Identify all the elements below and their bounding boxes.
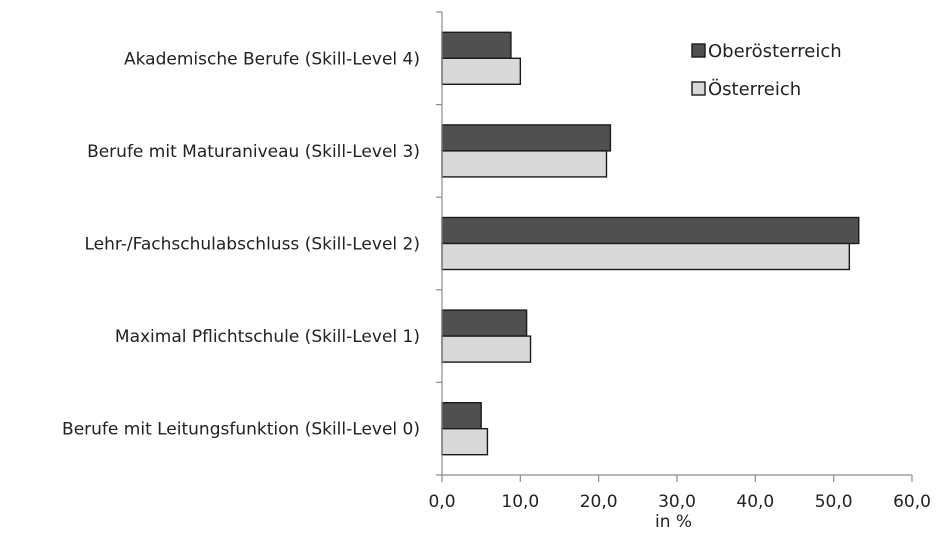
x-tick-label: 40,0 bbox=[736, 492, 774, 512]
labels-layer: Akademische Berufe (Skill-Level 4) Berufe… bbox=[62, 49, 931, 532]
axis-layer bbox=[436, 11, 913, 482]
legend-label: Österreich bbox=[708, 78, 801, 100]
bars-layer bbox=[441, 31, 860, 456]
bar-oesterreich-0 bbox=[441, 57, 522, 85]
x-tick-label: 60,0 bbox=[893, 492, 931, 512]
x-tick-label: 10,0 bbox=[501, 492, 539, 512]
bar-oesterreich-3 bbox=[441, 335, 532, 363]
category-label: Lehr-/Fachschulabschluss (Skill-Level 2) bbox=[84, 235, 420, 255]
bar-oesterreich-4 bbox=[441, 428, 489, 456]
bar-oesterreich-1 bbox=[441, 150, 608, 178]
legend: Oberösterreich Österreich bbox=[691, 41, 842, 100]
x-tick-label: 0,0 bbox=[428, 492, 455, 512]
bar-oberoesterreich-4 bbox=[441, 402, 482, 430]
bar-oberoesterreich-0 bbox=[441, 31, 512, 59]
bar-oesterreich-2 bbox=[441, 242, 851, 271]
x-tick-label: 50,0 bbox=[815, 492, 853, 512]
bar-oberoesterreich-1 bbox=[441, 124, 612, 152]
x-tick-label: 20,0 bbox=[580, 492, 618, 512]
category-label: Berufe mit Leitungsfunktion (Skill-Level… bbox=[62, 420, 420, 440]
category-label: Akademische Berufe (Skill-Level 4) bbox=[124, 49, 420, 69]
category-label: Berufe mit Maturaniveau (Skill-Level 3) bbox=[87, 142, 420, 162]
bar-oberoesterreich-2 bbox=[441, 216, 860, 245]
x-axis-title: in % bbox=[655, 512, 692, 532]
x-tick-label: 30,0 bbox=[658, 492, 696, 512]
bar-oberoesterreich-3 bbox=[441, 309, 528, 337]
legend-swatch bbox=[691, 81, 706, 96]
category-label: Maximal Pflichtschule (Skill-Level 1) bbox=[115, 327, 420, 347]
legend-label: Oberösterreich bbox=[708, 41, 842, 62]
legend-swatch bbox=[691, 43, 706, 58]
